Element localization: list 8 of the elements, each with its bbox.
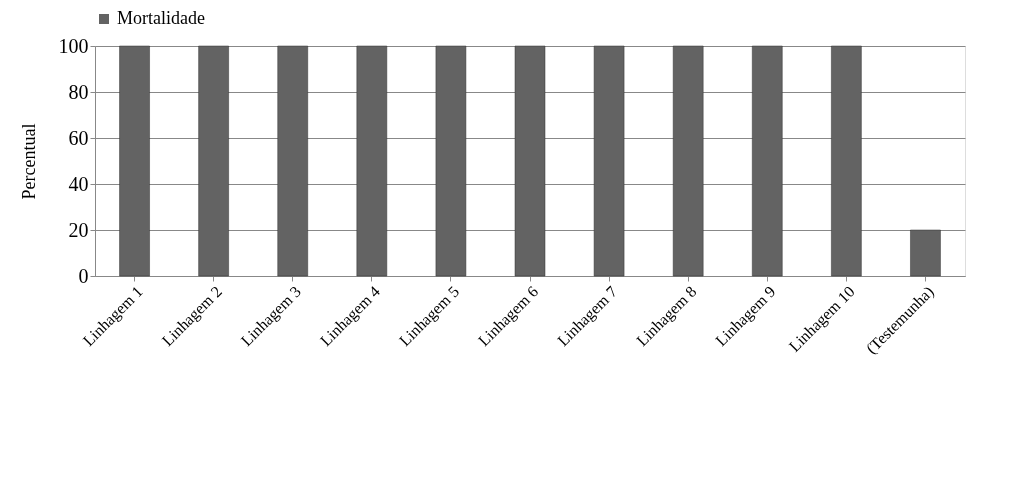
- y-tick-label: 100: [58, 34, 89, 57]
- legend-label: Mortalidade: [117, 8, 205, 28]
- y-tick-label: 60: [68, 126, 89, 149]
- y-tick-label: 0: [78, 264, 89, 287]
- y-tick-label: 20: [68, 218, 89, 241]
- y-tick-label: 40: [68, 172, 89, 195]
- y-axis-title: Percentual: [18, 123, 39, 200]
- y-tick-label: 80: [68, 80, 89, 103]
